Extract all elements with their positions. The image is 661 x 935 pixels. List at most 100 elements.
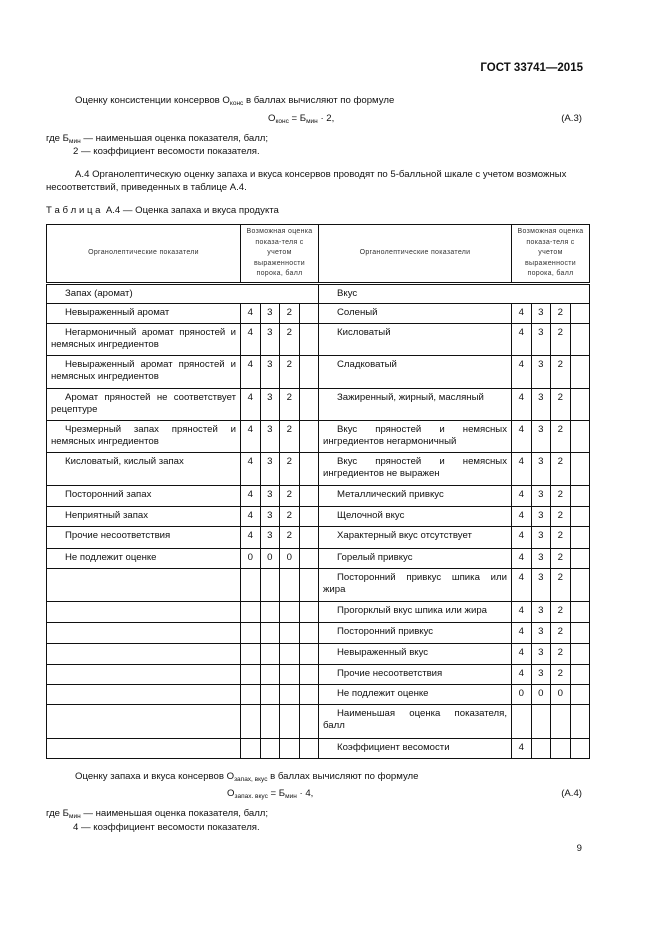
- formula-number: (А.4): [561, 788, 582, 799]
- left-score-cell: [298, 548, 319, 569]
- left-indicator-cell: Невыраженный аромат пряностей и немясных…: [46, 355, 241, 389]
- indicator-text: Не подлежит оценке: [337, 688, 429, 699]
- right-score-cell: [569, 388, 590, 421]
- right-score-cell: 4: [511, 388, 532, 421]
- left-score-cell: [259, 601, 280, 623]
- right-score-cell: 3: [530, 664, 551, 685]
- right-score-cell: 3: [530, 568, 551, 602]
- right-score-cell: 3: [530, 526, 551, 549]
- section-taste: Вкус: [318, 283, 590, 304]
- indicator-text: Невыраженный вкус: [337, 647, 429, 658]
- left-score-cell: [298, 388, 319, 421]
- indicator-text: Невыраженный аромат: [65, 307, 170, 318]
- text: О: [268, 113, 276, 124]
- left-score-cell: [240, 684, 261, 705]
- paragraph-consistency: Оценку консистенции консервов Оконс в ба…: [75, 95, 394, 107]
- right-score-cell: [511, 704, 532, 739]
- right-indicator-cell: Прочие несоответствия: [318, 664, 512, 685]
- right-score-cell: 4: [511, 548, 532, 569]
- indicator-text: Сладковатый: [337, 359, 397, 370]
- right-score-cell: 2: [550, 526, 571, 549]
- left-score-cell: [259, 568, 280, 602]
- right-score-cell: 4: [511, 601, 532, 623]
- where-line: где Бмин — наименьшая оценка показателя,…: [46, 133, 268, 145]
- left-indicator-cell: Невыраженный аромат: [46, 303, 241, 324]
- table-row: Аромат пряностей не соответствует рецепт…: [46, 388, 590, 421]
- left-score-cell: 3: [259, 452, 280, 486]
- right-score-cell: [569, 355, 590, 389]
- right-score-cell: 3: [530, 420, 551, 453]
- left-score-cell: [259, 643, 280, 665]
- table-row: Не подлежит оценке 0 0 0: [46, 684, 590, 705]
- table-row: Посторонний привкус 4 3 2: [46, 622, 590, 644]
- left-score-cell: 2: [279, 388, 300, 421]
- left-score-cell: [298, 420, 319, 453]
- right-indicator-cell: Невыраженный вкус: [318, 643, 512, 665]
- right-score-cell: 3: [530, 601, 551, 623]
- left-score-cell: [279, 568, 300, 602]
- table-row: Посторонний запах 4 3 2 Металлический привку…: [46, 485, 590, 507]
- indicator-text: Неприятный запах: [65, 510, 149, 521]
- left-score-cell: [240, 622, 261, 644]
- right-score-cell: [569, 526, 590, 549]
- subscript: мин: [68, 138, 81, 145]
- right-indicator-cell: Кисловатый: [318, 323, 512, 356]
- table-row: Посторонний привкус шпика или жира 4 3 2: [46, 568, 590, 602]
- left-indicator-cell: Аромат пряностей не соответствует рецепт…: [46, 388, 241, 421]
- left-score-cell: 4: [240, 452, 261, 486]
- indicator-text: Вкус пряностей и немясных ингредиентов н…: [323, 424, 507, 447]
- indicator-text: Зажиренный, жирный, масляный: [337, 392, 484, 403]
- header-right-indicators: Органолептические показатели: [318, 224, 512, 285]
- right-score-cell: 2: [550, 388, 571, 421]
- formula-a3: Оконс = Бмин · 2,: [268, 113, 334, 125]
- table-row: Чрезмерный запах пряностей и немясных ин…: [46, 420, 590, 453]
- right-score-cell: [530, 738, 551, 759]
- right-score-cell: [569, 704, 590, 739]
- indicator-text: Посторонний запах: [65, 489, 152, 500]
- right-score-cell: 0: [530, 684, 551, 705]
- right-indicator-cell: Вкус пряностей и немясных ингредиентов н…: [318, 452, 512, 486]
- left-score-cell: [259, 684, 280, 705]
- right-score-cell: [569, 622, 590, 644]
- left-score-cell: [298, 704, 319, 739]
- subscript: конс: [229, 100, 244, 107]
- left-indicator-cell: Негармоничный аромат пряностей и немясны…: [46, 323, 241, 356]
- right-score-cell: 4: [511, 643, 532, 665]
- left-score-cell: [298, 664, 319, 685]
- right-score-cell: [569, 303, 590, 324]
- table-row: Кисловатый, кислый запах 4 3 2 Вкус пряносте…: [46, 452, 590, 486]
- left-score-cell: 3: [259, 485, 280, 507]
- right-score-cell: [569, 548, 590, 569]
- left-score-cell: 4: [240, 303, 261, 324]
- left-score-cell: [298, 601, 319, 623]
- left-score-cell: 3: [259, 420, 280, 453]
- right-score-cell: 2: [550, 664, 571, 685]
- subscript: мин: [285, 793, 297, 800]
- right-score-cell: 2: [550, 355, 571, 389]
- right-indicator-cell: Прогорклый вкус шпика или жира: [318, 601, 512, 623]
- right-indicator-cell: Сладковатый: [318, 355, 512, 389]
- text: О: [227, 788, 235, 799]
- subscript: мин: [68, 813, 81, 820]
- right-score-cell: [569, 323, 590, 356]
- left-score-cell: [240, 568, 261, 602]
- right-score-cell: 4: [511, 485, 532, 507]
- right-indicator-cell: Вкус пряностей и немясных ингредиентов н…: [318, 420, 512, 453]
- right-score-cell: 4: [511, 622, 532, 644]
- left-indicator-cell: [46, 664, 241, 685]
- formula-number: (А.3): [561, 113, 582, 124]
- table-row: Не подлежит оценке 0 0 0 Горелый привкус 4 3 2: [46, 548, 590, 569]
- text: где Б: [46, 808, 69, 819]
- section-row: Запах (аромат) Вкус: [46, 283, 590, 304]
- left-score-cell: 3: [259, 388, 280, 421]
- right-score-cell: [569, 738, 590, 759]
- left-score-cell: [298, 643, 319, 665]
- left-score-cell: 4: [240, 526, 261, 549]
- left-score-cell: [298, 506, 319, 527]
- right-indicator-cell: Посторонний привкус шпика или жира: [318, 568, 512, 602]
- indicator-text: Горелый привкус: [337, 552, 413, 563]
- left-score-cell: 4: [240, 506, 261, 527]
- right-indicator-cell: Коэффициент весомости: [318, 738, 512, 759]
- left-score-cell: 0: [259, 548, 280, 569]
